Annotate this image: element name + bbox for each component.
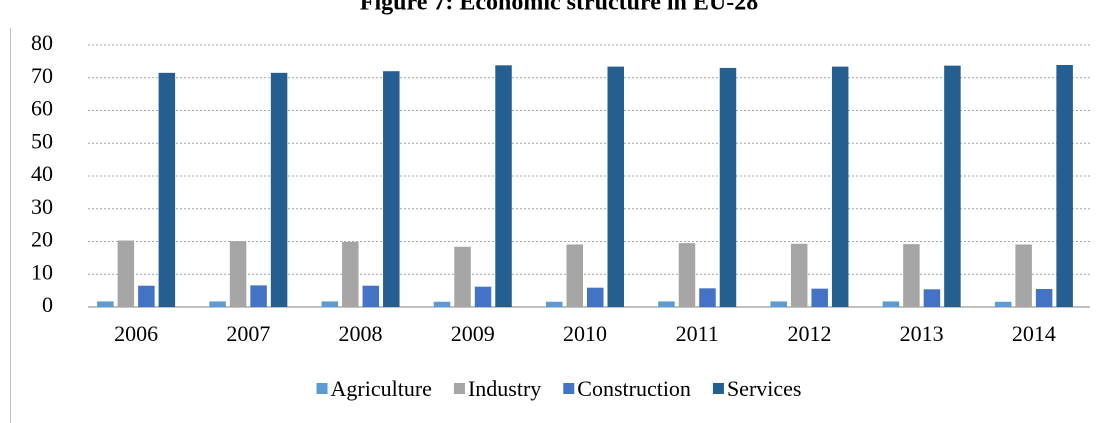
- x-tick-label: 2013: [900, 321, 944, 346]
- bar: [117, 240, 135, 307]
- bar: [209, 301, 226, 307]
- y-tick-label: 20: [31, 227, 53, 252]
- y-tick-label: 40: [31, 161, 53, 186]
- bar: [495, 65, 512, 308]
- x-tick-label: 2014: [1012, 321, 1056, 346]
- x-tick-label: 2008: [339, 321, 383, 346]
- legend-label: Agriculture: [331, 376, 432, 401]
- bar: [474, 286, 492, 307]
- y-tick-label: 70: [31, 63, 53, 88]
- bar: [454, 246, 471, 307]
- x-tick-label: 2010: [563, 321, 607, 346]
- y-tick-label: 60: [31, 96, 53, 121]
- y-tick-label: 30: [31, 194, 53, 219]
- y-tick-label: 50: [31, 128, 53, 153]
- bar: [790, 243, 808, 307]
- bar: [882, 301, 900, 307]
- bar: [699, 288, 716, 307]
- x-tick-label: 2012: [787, 321, 831, 346]
- x-tick-label: 2009: [451, 321, 495, 346]
- x-tick-label: 2006: [114, 321, 158, 346]
- legend-label: Services: [727, 376, 802, 401]
- bar: [270, 72, 288, 308]
- bar: [944, 65, 961, 307]
- bar: [994, 301, 1012, 307]
- bar: [321, 301, 339, 307]
- legend-swatch: [453, 383, 465, 394]
- bar: [250, 285, 267, 307]
- y-tick-label: 10: [31, 259, 53, 284]
- chart-title: Figure 7: Economic structure in EU-28: [360, 0, 758, 16]
- bar: [923, 289, 941, 307]
- bar: [658, 301, 675, 307]
- bar: [811, 288, 828, 307]
- bar: [1035, 288, 1053, 307]
- legend-swatch: [712, 383, 724, 394]
- bar: [587, 287, 604, 307]
- x-tick-label: 2011: [676, 321, 719, 346]
- bar: [433, 301, 451, 307]
- bar: [229, 241, 247, 307]
- y-tick-label: 0: [42, 292, 53, 317]
- bar: [362, 285, 380, 307]
- bar: [1015, 244, 1032, 307]
- bar: [158, 72, 176, 308]
- bar: [342, 241, 359, 307]
- bar: [770, 301, 787, 307]
- bar: [903, 244, 920, 307]
- bar: [831, 66, 849, 308]
- bar: [719, 67, 737, 307]
- bar: [138, 285, 155, 307]
- bar: [678, 243, 696, 307]
- bar: [546, 301, 563, 307]
- bar: [566, 244, 583, 307]
- y-tick-label: 80: [31, 30, 53, 55]
- bar: [97, 301, 114, 307]
- legend-label: Industry: [468, 376, 541, 401]
- bar: [1056, 64, 1073, 307]
- x-tick-label: 2007: [226, 321, 270, 346]
- legend-label: Construction: [577, 376, 691, 401]
- bar: [383, 71, 400, 307]
- legend-swatch: [563, 383, 575, 394]
- legend-swatch: [316, 383, 328, 394]
- bar: [607, 66, 624, 308]
